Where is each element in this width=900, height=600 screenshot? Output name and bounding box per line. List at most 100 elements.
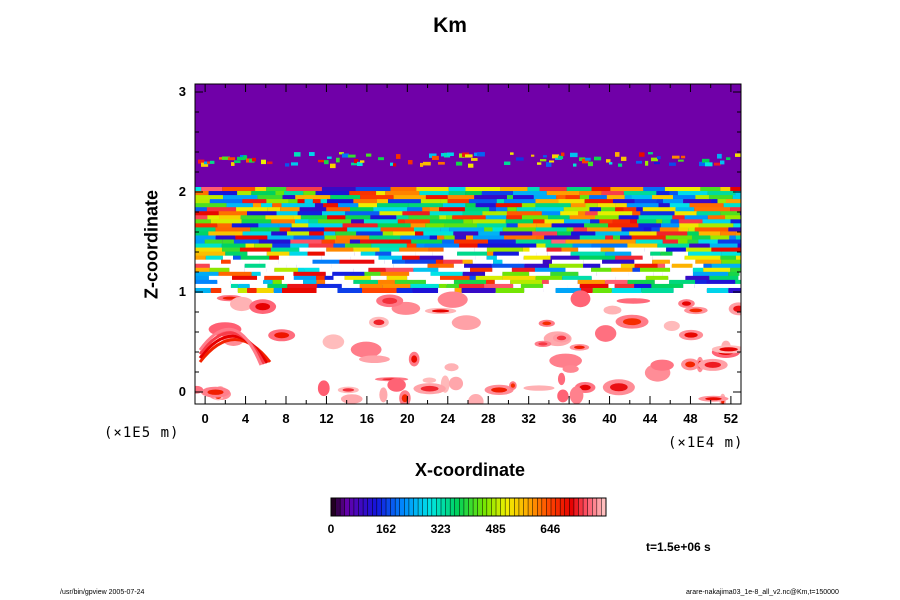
field-cell: [386, 275, 408, 281]
field-cell: [446, 215, 453, 221]
field-cell: [251, 271, 261, 277]
field-cell: [222, 255, 234, 261]
field-cell: [452, 215, 486, 221]
field-cell: [271, 231, 287, 237]
colorbar-swatch: [482, 498, 488, 516]
field-cell: [578, 247, 593, 253]
field-cell: [359, 283, 383, 289]
field-cell: [669, 279, 696, 285]
field-cell: [612, 235, 621, 241]
field-cell: [729, 235, 736, 241]
field-cell: [472, 219, 506, 225]
field-patch: [705, 397, 722, 401]
field-cell: [440, 227, 450, 233]
field-cell: [689, 203, 724, 209]
field-cell: [661, 223, 680, 229]
field-cell: [592, 247, 601, 253]
field-cell: [293, 275, 317, 281]
field-cell: [721, 251, 741, 257]
field-cell: [642, 207, 676, 213]
field-patch: [359, 355, 390, 364]
field-arc: [198, 331, 266, 365]
field-cell: [422, 207, 430, 213]
field-cell: [597, 211, 633, 217]
field-cell: [325, 279, 354, 285]
field-cell: [563, 207, 590, 213]
colorbar-swatch: [491, 498, 497, 516]
field-cell: [494, 279, 511, 285]
field-cell: [499, 231, 533, 237]
field-cell: [285, 163, 290, 167]
field-cell: [561, 152, 565, 157]
field-cell: [272, 243, 291, 249]
field-cell: [668, 275, 686, 281]
field-cell: [515, 239, 552, 245]
field-cell: [319, 267, 354, 273]
field-cell: [290, 243, 309, 249]
colorbar-swatch: [528, 498, 533, 516]
field-cell: [444, 223, 478, 229]
field-cell: [349, 191, 377, 197]
field-cell: [320, 199, 327, 205]
field-cell: [210, 219, 242, 225]
field-cell: [468, 163, 474, 168]
field-cell: [558, 199, 585, 205]
field-cell: [692, 271, 729, 277]
field-patch: [704, 361, 722, 368]
field-cell: [353, 199, 377, 205]
field-cell: [244, 267, 267, 273]
field-cell: [692, 263, 704, 269]
field-cell: [219, 215, 241, 221]
field-cell: [459, 243, 478, 249]
field-cell: [543, 155, 547, 158]
field-cell: [678, 219, 703, 225]
field-cell: [673, 287, 707, 293]
field-cell: [705, 162, 713, 167]
field-cell: [308, 219, 319, 225]
field-cell: [290, 239, 322, 245]
field-cell: [354, 251, 361, 257]
field-cell: [469, 275, 476, 281]
field-cell: [662, 271, 693, 277]
field-cell: [263, 279, 273, 285]
field-cell: [371, 243, 407, 249]
field-cell: [550, 255, 580, 261]
field-cell: [730, 267, 741, 273]
field-cell: [696, 211, 721, 217]
field-cell: [342, 153, 349, 158]
field-cell: [218, 271, 252, 277]
field-cell: [326, 247, 354, 253]
field-cell: [393, 231, 416, 237]
field-cell: [309, 152, 315, 157]
field-cell: [393, 195, 426, 201]
field-cell: [358, 203, 378, 209]
field-cell: [204, 239, 223, 245]
field-cell: [664, 187, 701, 193]
field-cell: [341, 283, 360, 289]
field-cell: [738, 275, 741, 281]
field-cell: [201, 187, 223, 193]
field-cell: [413, 227, 441, 233]
field-cell: [485, 271, 503, 277]
field-cell: [551, 223, 585, 229]
colorbar-swatch: [441, 498, 446, 516]
field-cell: [419, 255, 444, 261]
field-cell: [435, 259, 444, 265]
field-cell: [195, 267, 210, 273]
field-cell: [209, 199, 243, 205]
field-cell: [567, 283, 580, 289]
field-cell: [295, 195, 331, 201]
field-cell: [517, 223, 537, 229]
field-cell: [555, 287, 582, 293]
field-cell: [237, 287, 248, 293]
field-cell: [221, 243, 246, 249]
field-cell: [278, 223, 292, 229]
field-cell: [230, 283, 239, 289]
field-cell: [629, 231, 657, 237]
field-cell: [444, 235, 455, 241]
field-cell: [735, 235, 741, 241]
colorbar-swatch: [335, 498, 341, 516]
field-cell: [666, 247, 686, 253]
field-cell: [321, 211, 346, 217]
field-patch: [431, 309, 450, 313]
